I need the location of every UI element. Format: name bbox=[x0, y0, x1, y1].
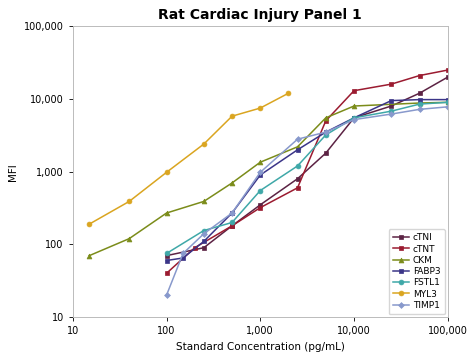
MYL3 bbox=[229, 114, 235, 118]
MYL3 bbox=[164, 170, 169, 175]
FSTL1 bbox=[351, 116, 357, 120]
Title: Rat Cardiac Injury Panel 1: Rat Cardiac Injury Panel 1 bbox=[159, 8, 362, 22]
CKM bbox=[416, 101, 422, 105]
TIMP1 bbox=[416, 107, 422, 112]
cTNI bbox=[229, 224, 235, 228]
CKM bbox=[229, 181, 235, 185]
TIMP1 bbox=[229, 211, 235, 215]
TIMP1 bbox=[180, 251, 186, 256]
cTNT bbox=[192, 246, 198, 250]
TIMP1 bbox=[445, 105, 451, 109]
Line: FSTL1: FSTL1 bbox=[164, 100, 450, 256]
CKM bbox=[323, 116, 328, 120]
TIMP1 bbox=[323, 130, 328, 134]
FSTL1 bbox=[295, 164, 300, 168]
cTNI bbox=[201, 246, 207, 250]
cTNI bbox=[445, 75, 451, 79]
FABP3 bbox=[351, 116, 357, 120]
FABP3 bbox=[388, 98, 394, 103]
FABP3 bbox=[229, 211, 235, 215]
MYL3 bbox=[286, 91, 291, 95]
CKM bbox=[164, 211, 169, 215]
Line: CKM: CKM bbox=[87, 100, 450, 258]
MYL3 bbox=[126, 199, 132, 203]
Legend: cTNI, cTNT, CKM, FABP3, FSTL1, MYL3, TIMP1: cTNI, cTNT, CKM, FABP3, FSTL1, MYL3, TIM… bbox=[388, 229, 445, 314]
X-axis label: Standard Concentration (pg/mL): Standard Concentration (pg/mL) bbox=[176, 342, 345, 352]
FABP3 bbox=[445, 98, 451, 102]
cTNI bbox=[258, 203, 263, 207]
FABP3 bbox=[201, 239, 207, 243]
cTNI bbox=[416, 91, 422, 95]
cTNI bbox=[295, 176, 300, 181]
FSTL1 bbox=[323, 133, 328, 137]
TIMP1 bbox=[164, 293, 169, 297]
MYL3 bbox=[201, 142, 207, 146]
FSTL1 bbox=[164, 251, 169, 256]
cTNT bbox=[351, 89, 357, 93]
FSTL1 bbox=[258, 188, 263, 193]
FSTL1 bbox=[416, 102, 422, 106]
Line: MYL3: MYL3 bbox=[87, 91, 291, 226]
CKM bbox=[295, 145, 300, 149]
CKM bbox=[126, 237, 132, 241]
FABP3 bbox=[180, 256, 186, 260]
cTNI bbox=[388, 104, 394, 108]
FSTL1 bbox=[388, 109, 394, 113]
FABP3 bbox=[164, 258, 169, 263]
cTNT bbox=[416, 73, 422, 78]
cTNT bbox=[388, 82, 394, 86]
cTNI bbox=[164, 253, 169, 258]
CKM bbox=[258, 160, 263, 165]
FABP3 bbox=[416, 98, 422, 102]
TIMP1 bbox=[351, 117, 357, 122]
cTNT bbox=[445, 68, 451, 72]
CKM bbox=[201, 199, 207, 203]
FSTL1 bbox=[201, 228, 207, 233]
Line: cTNT: cTNT bbox=[164, 68, 450, 276]
FSTL1 bbox=[229, 220, 235, 225]
TIMP1 bbox=[295, 137, 300, 141]
FABP3 bbox=[295, 148, 300, 152]
FABP3 bbox=[258, 173, 263, 177]
cTNI bbox=[323, 151, 328, 155]
TIMP1 bbox=[388, 112, 394, 116]
Line: FABP3: FABP3 bbox=[164, 97, 450, 263]
TIMP1 bbox=[201, 231, 207, 236]
FSTL1 bbox=[445, 100, 451, 104]
cTNT bbox=[229, 224, 235, 228]
cTNI bbox=[351, 116, 357, 120]
cTNT bbox=[295, 186, 300, 190]
CKM bbox=[351, 104, 357, 108]
FABP3 bbox=[323, 130, 328, 134]
MYL3 bbox=[258, 106, 263, 110]
CKM bbox=[87, 253, 92, 258]
TIMP1 bbox=[258, 170, 263, 175]
CKM bbox=[445, 100, 451, 104]
cTNT bbox=[164, 271, 169, 275]
Line: TIMP1: TIMP1 bbox=[164, 105, 450, 297]
cTNT bbox=[323, 119, 328, 123]
MYL3 bbox=[87, 222, 92, 226]
Line: cTNI: cTNI bbox=[164, 75, 450, 258]
Y-axis label: MFI: MFI bbox=[9, 163, 19, 181]
cTNT bbox=[258, 206, 263, 210]
